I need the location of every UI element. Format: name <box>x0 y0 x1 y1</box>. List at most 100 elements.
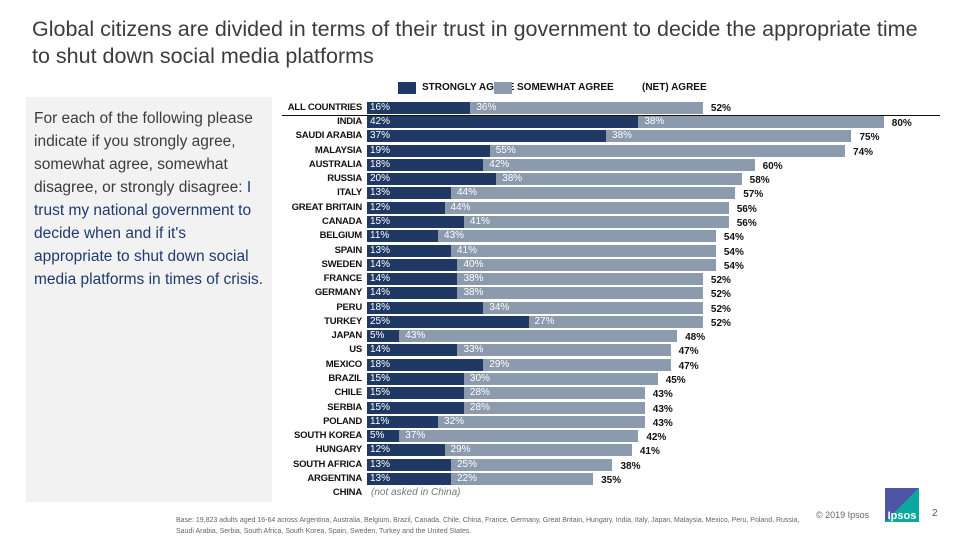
label-net-agree: 75% <box>859 132 880 144</box>
label-net-agree: 47% <box>678 346 699 358</box>
label-somewhat-agree: 22% <box>456 473 477 484</box>
label-somewhat-agree: 34% <box>489 301 510 313</box>
label-net-agree: 42% <box>646 432 667 444</box>
legend-somewhat: SOMEWHAT AGREE <box>517 82 614 93</box>
label-somewhat-agree: 41% <box>469 215 490 227</box>
label-strongly-agree: 5% <box>370 330 385 342</box>
bar-somewhat-agree <box>483 301 703 314</box>
note-not-asked: (not asked in China) <box>371 487 461 499</box>
label-somewhat-agree: 41% <box>456 244 477 256</box>
legend-strongly: STRONGLY AGREE <box>422 82 515 93</box>
label-strongly-agree: 15% <box>370 401 391 413</box>
bar-strongly-agree <box>367 230 439 243</box>
label-somewhat-agree: 28% <box>469 401 490 413</box>
label-somewhat-agree: 38% <box>644 116 665 127</box>
legend-swatch-strongly <box>398 82 416 94</box>
bar-strongly-agree <box>367 444 445 457</box>
label-strongly-agree: 18% <box>370 358 391 370</box>
label-somewhat-agree: 27% <box>534 315 555 327</box>
label-somewhat-agree: 38% <box>463 273 484 285</box>
bar-somewhat-agree <box>606 130 852 143</box>
label-somewhat-agree: 28% <box>469 387 490 399</box>
bar-somewhat-agree <box>450 473 594 485</box>
label-net-agree: 52% <box>710 103 731 114</box>
bar-somewhat-agree <box>638 116 884 128</box>
label-net-agree: 48% <box>685 332 706 344</box>
copyright: © 2019 Ipsos <box>816 510 870 520</box>
category-label: SAUDI ARABIA <box>295 130 363 142</box>
label-somewhat-agree: 29% <box>450 444 471 456</box>
label-strongly-agree: 37% <box>370 130 391 142</box>
bar-somewhat-agree <box>483 158 755 171</box>
bar-somewhat-agree <box>463 401 645 414</box>
category-label: INDIA <box>337 116 362 127</box>
label-strongly-agree: 13% <box>370 458 391 470</box>
ipsos-logo: Ipsos <box>885 488 919 522</box>
bar-strongly-agree <box>367 130 607 143</box>
label-strongly-agree: 14% <box>370 287 391 299</box>
bar-strongly-agree <box>367 173 497 186</box>
page-number: 2 <box>932 508 938 519</box>
label-somewhat-agree: 33% <box>463 344 484 356</box>
label-net-agree: 57% <box>743 189 764 201</box>
category-label: BRAZIL <box>328 373 362 385</box>
label-net-agree: 47% <box>678 360 699 372</box>
label-strongly-agree: 15% <box>370 387 391 399</box>
bar-somewhat-agree <box>457 273 703 286</box>
question-statement: I trust my national government to decide… <box>34 179 264 288</box>
category-label: ALL COUNTRIES <box>287 102 362 113</box>
separator-line <box>282 115 940 116</box>
bar-somewhat-agree <box>457 287 703 300</box>
label-somewhat-agree: 43% <box>405 330 426 342</box>
category-label: HUNGARY <box>315 444 362 456</box>
category-label: SWEDEN <box>321 258 363 270</box>
label-net-agree: 58% <box>749 175 770 187</box>
bar-strongly-agree <box>367 144 490 157</box>
bar-strongly-agree <box>367 215 464 228</box>
label-net-agree: 54% <box>723 246 744 258</box>
category-label: CHINA <box>332 487 362 499</box>
label-net-agree: 41% <box>639 446 660 458</box>
label-strongly-agree: 14% <box>370 273 391 285</box>
bar-strongly-agree <box>367 373 464 386</box>
bar-somewhat-agree <box>496 173 742 186</box>
label-strongly-agree: 5% <box>370 430 385 442</box>
category-label: SOUTH AFRICA <box>292 458 362 470</box>
category-label: FRANCE <box>323 273 363 285</box>
legend-swatch-somewhat <box>494 82 512 94</box>
bar-somewhat-agree <box>444 444 632 457</box>
label-net-agree: 43% <box>652 417 673 429</box>
label-somewhat-agree: 30% <box>469 373 490 385</box>
bar-strongly-agree <box>367 473 451 485</box>
label-strongly-agree: 16% <box>370 102 391 113</box>
label-somewhat-agree: 37% <box>405 430 426 442</box>
slide-title: Global citizens are divided in terms of … <box>32 17 918 68</box>
question-box: For each of the following please indicat… <box>26 97 272 502</box>
label-somewhat-agree: 40% <box>463 258 484 270</box>
category-label: TURKEY <box>324 315 362 327</box>
bar-strongly-agree <box>367 458 451 471</box>
category-label: GREAT BRITAIN <box>291 201 363 213</box>
label-somewhat-agree: 25% <box>456 458 477 470</box>
bar-somewhat-agree <box>438 230 716 243</box>
bar-strongly-agree <box>367 201 445 214</box>
label-somewhat-agree: 55% <box>495 144 516 156</box>
category-label: POLAND <box>323 415 362 427</box>
bar-strongly-agree <box>367 258 458 271</box>
bar-somewhat-agree <box>399 330 678 343</box>
category-label: SOUTH KOREA <box>294 430 362 442</box>
bar-strongly-agree <box>367 415 439 428</box>
label-net-agree: 54% <box>723 232 744 244</box>
label-net-agree: 38% <box>620 460 641 472</box>
category-label: CANADA <box>322 215 362 227</box>
bar-strongly-agree <box>367 330 400 343</box>
bar-somewhat-agree <box>457 258 716 271</box>
bar-somewhat-agree <box>450 244 716 257</box>
label-somewhat-agree: 32% <box>444 415 465 427</box>
label-strongly-agree: 15% <box>370 373 391 385</box>
label-somewhat-agree: 36% <box>476 102 497 113</box>
bar-somewhat-agree <box>399 430 639 443</box>
question-intro: For each of the following please indicat… <box>34 110 253 196</box>
bar-strongly-agree <box>367 116 639 128</box>
